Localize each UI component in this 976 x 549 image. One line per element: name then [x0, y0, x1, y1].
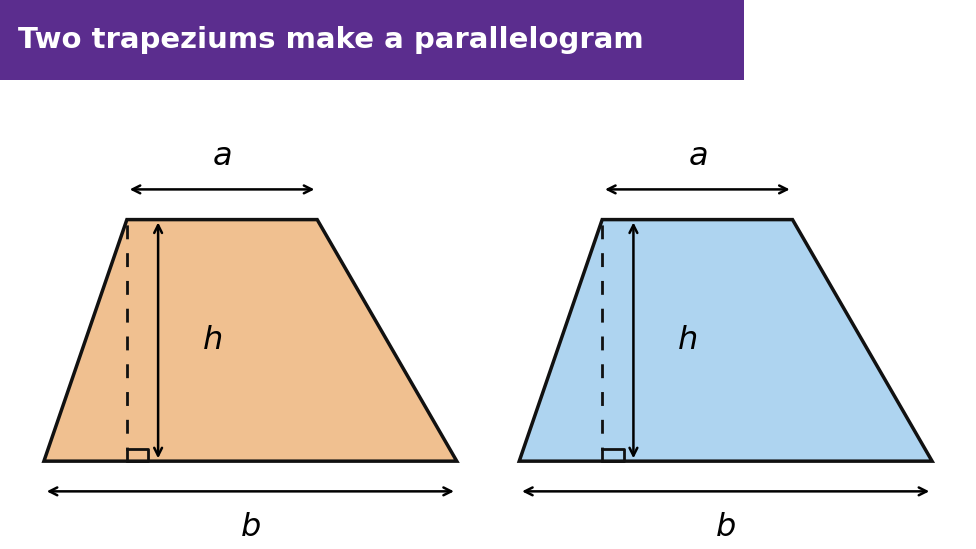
Text: $h$: $h$ [677, 325, 697, 356]
Text: $a$: $a$ [688, 141, 707, 172]
Text: $b$: $b$ [715, 512, 736, 542]
Text: Two trapeziums make a parallelogram: Two trapeziums make a parallelogram [18, 26, 643, 54]
Text: $a$: $a$ [213, 141, 231, 172]
Polygon shape [44, 220, 457, 461]
Text: $h$: $h$ [202, 325, 222, 356]
Polygon shape [519, 220, 932, 461]
Text: $b$: $b$ [240, 512, 261, 542]
Bar [0, 0, 744, 80]
